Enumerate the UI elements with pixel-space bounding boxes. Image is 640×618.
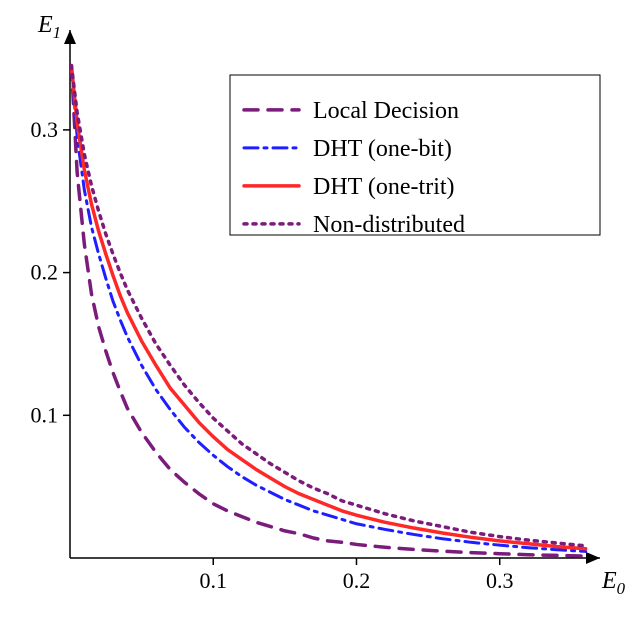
x-tick-label: 0.2: [343, 568, 371, 593]
chart-svg: 0.10.20.30.10.20.3E0E1Local DecisionDHT …: [0, 0, 640, 618]
y-tick-label: 0.3: [31, 117, 59, 142]
x-tick-label: 0.1: [199, 568, 227, 593]
legend-label: DHT (one-bit): [313, 136, 452, 162]
y-tick-label: 0.2: [31, 260, 59, 285]
legend-label: Non-distributed: [313, 212, 465, 238]
x-tick-label: 0.3: [486, 568, 514, 593]
chart-container: 0.10.20.30.10.20.3E0E1Local DecisionDHT …: [0, 0, 640, 618]
legend-label: Local Decision: [313, 98, 459, 124]
legend-label: DHT (one-trit): [313, 174, 455, 200]
y-tick-label: 0.1: [31, 402, 59, 427]
